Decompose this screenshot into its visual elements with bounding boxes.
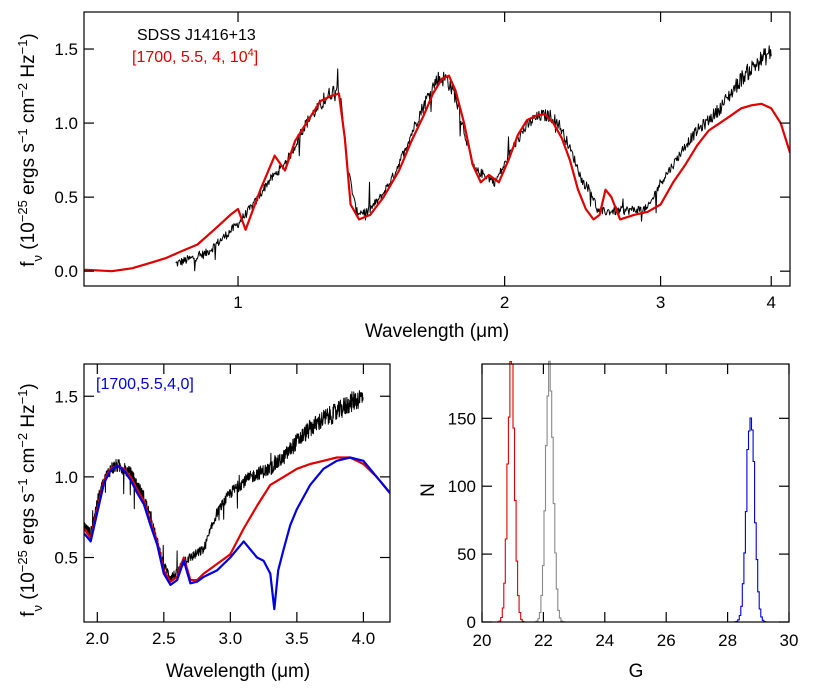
top-series-1-model-line [84,74,790,273]
bottom-left-axes: 2.0 2.5 3.0 3.5 4.0 0.5 1.0 1.5 [54,364,390,648]
legend-model-close: ] [254,49,258,66]
legend-model-exp: 4 [248,47,254,59]
ylab-ergs: ergs s [18,143,39,200]
bl-ylab-close: ) [18,383,39,389]
bottom-left-ytick-label: 1.5 [54,387,78,406]
top-legend-entry-observed: SDSS J1416+13 [137,27,256,44]
bottom-right-xtick-label: 26 [657,631,676,650]
bl-x-axis-label-word: Wavelength ( [166,661,278,682]
ylab-exp3: −2 [15,83,30,98]
top-legend-entry-model: [1700, 5.5, 4, 104] [132,47,258,66]
bottom-left-series-1-model-line [84,456,390,583]
top-series-0-observed-line [175,45,772,272]
bottom-left-xtick-label: 3.5 [285,629,309,648]
bottom-left-y-axis-label: fν (10−25 ergs s−1 cm−2 Hz−1) [15,383,45,617]
bl-ylab-exp1: −25 [15,550,30,572]
bottom-left-xtick-label: 2.0 [85,629,109,648]
ylab-exp4: −1 [15,40,30,55]
ylab-exp2: −1 [15,128,30,143]
ylab-hz: Hz [18,54,39,83]
top-x-axis-label-word: Wavelength ( [365,321,477,342]
bottom-right-axes: 20 22 24 26 28 30 0 50 100 150 [448,364,799,650]
bottom-right-xtick-label: 30 [780,631,799,650]
bl-ylab-cm: cm [18,448,39,479]
bl-x-axis-label-unit: m) [288,661,310,682]
top-x-axis-label-unit: m) [487,321,509,342]
bottom-right-xtick-label: 20 [473,631,492,650]
bottom-left-ytick-label: 1.0 [54,468,78,487]
bl-ylab-exp2: −1 [15,478,30,493]
ylab-f: f [18,261,39,267]
top-y-axis-label: fν (10−25 ergs s−1 cm−2 Hz−1) [15,33,45,267]
bottom-right-x-axis-label: G [629,661,644,682]
bottom-right-histogram-0 [497,361,526,623]
legend-model-main: [1700, 5.5, 4, 10 [132,49,248,66]
bl-ylab-exp3: −2 [15,433,30,448]
top-ytick-label: 1.0 [54,114,78,133]
bottom-right-ytick-label: 100 [448,477,476,496]
bottom-right-histogram-1 [534,360,566,623]
top-x-axis-label-mu: μ [476,321,487,342]
bottom-left-series-2-model-line [84,456,390,611]
ylab-nu: ν [30,255,45,262]
panel-bottom-right-histogram: 20 22 24 26 28 30 0 50 100 150 G N [418,360,799,682]
bottom-right-xtick-label: 22 [534,631,553,650]
bl-ylab-rest: (10 [18,572,39,605]
bottom-right-y-axis-label: N [418,483,439,497]
top-xtick-label: 2 [500,293,509,312]
bottom-right-ytick-label: 0 [467,613,476,632]
bl-ylab-ergs: ergs s [18,493,39,550]
top-xtick-label: 3 [656,293,665,312]
bottom-right-series-group [497,360,768,623]
ylab-cm: cm [18,98,39,129]
bl-ylab-nu: ν [30,605,45,612]
bottom-right-ytick-label: 150 [448,409,476,428]
bl-ylab-f: f [18,611,39,617]
bottom-left-legend-entry: [1700,5.5,4,0] [96,376,194,393]
bottom-right-xtick-label: 24 [595,631,614,650]
top-series-group [84,45,790,273]
top-ytick-label: 1.5 [54,40,78,59]
panel-top-spectrum: 1 2 3 40.00.51.01.5 Wavelength (μm) fν (10−… [15,11,791,342]
top-ytick-label: 0.0 [54,262,78,281]
bottom-left-series-group [84,390,390,611]
bottom-right-xtick-label: 28 [718,631,737,650]
bottom-right-histogram-2 [734,417,768,623]
top-axes: 1 2 3 4 0.0 0.5 1.0 1.5 [54,12,790,312]
top-ytick-label: 0.5 [54,188,78,207]
bottom-left-plot-frame [83,363,391,623]
bottom-left-xtick-label: 2.5 [152,629,176,648]
top-x-axis-label: Wavelength (μm) [365,321,509,342]
ylab-rest: (10 [18,222,39,255]
ylab-close: ) [18,33,39,39]
top-plot-frame [83,11,791,287]
bottom-left-xtick-label: 3.0 [219,629,243,648]
bottom-right-plot-frame [481,363,790,623]
bottom-left-xtick-label: 4.0 [352,629,376,648]
bl-ylab-hz: Hz [18,404,39,433]
bottom-left-x-axis-label: Wavelength (μm) [166,661,310,682]
bottom-left-series-0-observed-line [84,390,364,581]
bottom-left-ytick-label: 0.5 [54,549,78,568]
top-xtick-label: 1 [233,293,242,312]
top-xtick-label: 4 [766,293,775,312]
bl-ylab-exp4: −1 [15,390,30,405]
bottom-right-ytick-label: 50 [457,545,476,564]
ylab-exp1: −25 [15,200,30,222]
panel-bottom-left-spectrum: 2.0 2.5 3.0 3.5 4.0 0.5 1.0 1.5 Wavelength (μm)… [15,363,391,682]
bl-x-axis-label-mu: μ [277,661,288,682]
